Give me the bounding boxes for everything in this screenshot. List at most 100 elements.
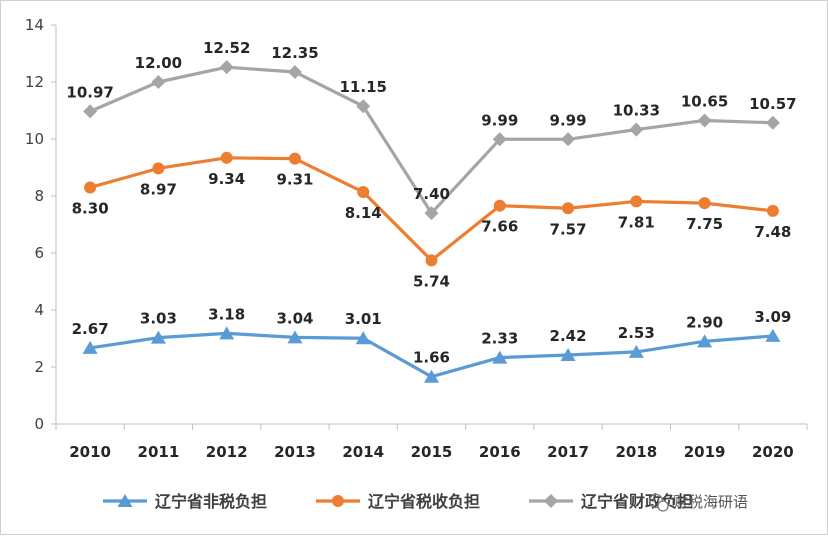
- series-lines: [89, 65, 774, 379]
- data-label: 7.48: [754, 223, 791, 241]
- data-point-triangle: [697, 334, 713, 348]
- legend-item-3: 辽宁省财政负担: [529, 492, 693, 511]
- data-label: 7.81: [618, 213, 655, 231]
- data-label: 7.57: [550, 220, 587, 238]
- data-point-diamond: [561, 132, 576, 147]
- data-point-triangle: [765, 328, 781, 342]
- y-tick-label: 2: [34, 358, 44, 376]
- x-tick-label: 2013: [274, 443, 316, 461]
- data-label: 2.33: [481, 330, 518, 348]
- x-tick-label: 2010: [69, 443, 111, 461]
- x-tick-label: 2011: [138, 443, 180, 461]
- data-point-triangle: [219, 326, 235, 340]
- data-point-triangle: [287, 330, 303, 344]
- y-tick-label: 14: [25, 16, 44, 34]
- chart-axes: 0 2 4 6 8 10 12 14 2010 2011 2012 2013 2014 2015 2016 2…: [25, 16, 808, 461]
- y-tick-label: 8: [34, 187, 44, 205]
- data-label: 9.99: [550, 111, 587, 129]
- data-label: 3.03: [140, 310, 177, 328]
- data-label: 3.01: [345, 310, 382, 328]
- data-label: 9.34: [208, 170, 245, 188]
- data-point-diamond: [492, 132, 507, 147]
- data-label: 2.53: [618, 324, 655, 342]
- data-point-diamond: [356, 99, 371, 114]
- data-point-triangle: [424, 369, 439, 383]
- data-point-circle: [766, 204, 779, 217]
- data-point-circle: [357, 186, 370, 199]
- data-label: 8.30: [72, 199, 109, 217]
- data-label: 9.99: [481, 111, 518, 129]
- data-point-circle: [493, 199, 506, 212]
- y-tick-label: 10: [25, 130, 44, 148]
- watermark: 财税海研语: [648, 493, 748, 512]
- data-point-circle: [425, 254, 438, 267]
- legend-marker: [117, 494, 133, 507]
- data-label: 12.35: [271, 44, 318, 62]
- data-label: 8.97: [140, 180, 177, 198]
- data-label: 12.00: [135, 54, 182, 72]
- data-point-triangle: [492, 350, 508, 364]
- data-label: 3.04: [276, 309, 313, 327]
- data-label: 7.66: [481, 218, 518, 236]
- data-point-diamond: [219, 60, 234, 75]
- watermark-text: 财税海研语: [673, 493, 748, 511]
- data-point-diamond: [83, 104, 98, 119]
- data-point-diamond: [151, 75, 166, 89]
- data-label: 10.97: [66, 83, 113, 101]
- data-label: 9.31: [276, 171, 313, 189]
- legend-marker: [544, 494, 558, 508]
- data-point-circle: [84, 181, 97, 194]
- legend-item-1: 辽宁省非税负担: [103, 492, 267, 511]
- data-point-diamond: [629, 122, 644, 137]
- data-point-circle: [630, 195, 643, 208]
- data-label: 7.40: [413, 185, 450, 203]
- y-tick-label: 12: [25, 73, 44, 91]
- data-point-triangle: [82, 340, 98, 354]
- data-label: 10.57: [749, 95, 796, 113]
- data-point-triangle: [560, 348, 576, 362]
- data-label: 2.90: [686, 313, 723, 331]
- data-point-circle: [288, 152, 301, 165]
- data-labels: 2.67 3.03 3.18 3.04 3.01 1.66 2.33 2.42 2.53 2.90…: [66, 39, 796, 367]
- series-markers: [82, 60, 781, 383]
- data-label: 3.18: [208, 305, 245, 323]
- chart-legend: 辽宁省非税负担 辽宁省税收负担 辽宁省财政负担: [103, 492, 693, 511]
- data-label: 5.74: [413, 272, 450, 290]
- data-point-diamond: [287, 65, 302, 80]
- y-tick-label: 4: [34, 301, 44, 319]
- y-tick-label: 6: [34, 244, 44, 262]
- y-tick-label: 0: [34, 415, 44, 433]
- legend-item-2: 辽宁省税收负担: [316, 492, 480, 511]
- data-label: 8.14: [345, 204, 382, 222]
- data-point-circle: [562, 202, 575, 215]
- data-label: 10.65: [681, 92, 728, 110]
- data-point-circle: [152, 162, 165, 175]
- x-tick-label: 2015: [411, 443, 453, 461]
- data-point-diamond: [424, 206, 439, 221]
- data-label: 3.09: [754, 308, 791, 326]
- x-tick-label: 2018: [615, 443, 657, 461]
- data-point-circle: [698, 197, 711, 210]
- x-tick-label: 2020: [752, 443, 794, 461]
- data-label: 2.42: [550, 327, 587, 345]
- x-tick-label: 2014: [342, 443, 384, 461]
- data-point-circle: [220, 151, 233, 164]
- data-point-diamond: [697, 113, 712, 128]
- legend-marker: [332, 495, 344, 507]
- data-label: 11.15: [340, 78, 387, 96]
- data-label: 1.66: [413, 349, 450, 367]
- x-tick-label: 2019: [684, 443, 726, 461]
- x-tick-label: 2016: [479, 443, 521, 461]
- data-point-triangle: [150, 330, 166, 344]
- legend-label: 辽宁省税收负担: [368, 492, 480, 511]
- wechat-icon: [648, 493, 669, 512]
- data-label: 7.75: [686, 215, 723, 233]
- data-label: 12.52: [203, 39, 250, 57]
- data-label: 2.67: [72, 320, 109, 338]
- data-point-triangle: [628, 344, 644, 358]
- data-label: 10.33: [613, 102, 660, 120]
- data-point-triangle: [355, 331, 371, 345]
- data-point-diamond: [765, 115, 780, 130]
